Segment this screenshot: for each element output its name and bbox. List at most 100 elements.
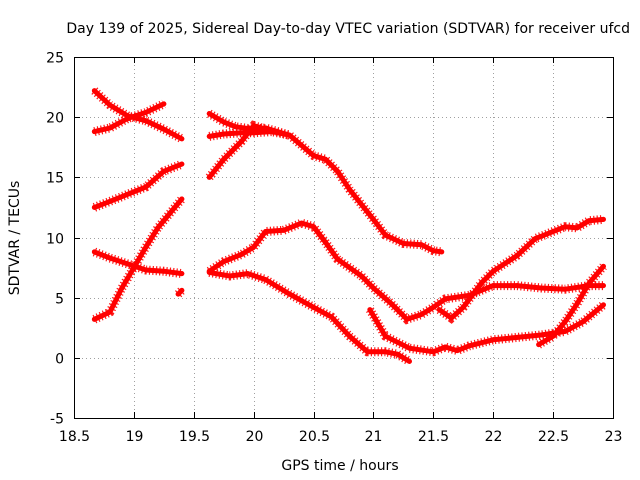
data-point <box>532 236 538 242</box>
data-point <box>370 216 376 222</box>
data-point <box>91 316 97 322</box>
data-point <box>382 333 388 339</box>
data-point <box>107 198 113 204</box>
data-point <box>161 101 167 107</box>
data-point <box>125 261 131 267</box>
data-point <box>436 307 442 313</box>
y-tick-label: 10 <box>46 232 64 248</box>
data-point <box>239 138 245 144</box>
series-arc-13 <box>436 214 606 324</box>
data-point <box>239 251 245 257</box>
series-layer <box>91 87 607 366</box>
data-point <box>574 301 580 307</box>
data-point <box>287 291 293 297</box>
data-point <box>263 126 269 132</box>
data-point <box>418 312 424 317</box>
data-point <box>514 334 520 340</box>
data-point <box>221 119 227 125</box>
data-point <box>125 191 131 197</box>
data-point <box>155 225 161 231</box>
series-arc-12 <box>366 301 607 357</box>
data-point <box>263 229 269 234</box>
series-markers <box>92 159 184 212</box>
data-point <box>448 315 454 321</box>
data-point <box>400 241 406 246</box>
data-point <box>311 304 317 310</box>
data-point <box>91 88 97 94</box>
data-point <box>233 124 239 130</box>
y-tick-label: 25 <box>46 51 64 67</box>
data-point <box>600 302 606 308</box>
data-point <box>221 156 227 162</box>
data-point <box>125 115 131 121</box>
data-point <box>466 343 472 349</box>
data-point <box>287 132 293 138</box>
data-point <box>574 225 580 231</box>
data-point <box>600 216 606 222</box>
series-arc-5 <box>91 196 186 324</box>
data-point <box>388 301 394 307</box>
data-point <box>206 111 212 117</box>
data-point <box>175 291 181 297</box>
x-tick-label: 18.5 <box>59 429 90 445</box>
data-point <box>460 304 466 310</box>
series-arc-10 <box>206 218 606 325</box>
series-markers <box>93 99 166 136</box>
data-point <box>454 348 460 354</box>
series-markers <box>208 267 412 366</box>
data-point <box>550 333 556 339</box>
data-point <box>91 249 97 255</box>
data-point <box>91 204 97 210</box>
data-point <box>221 259 227 265</box>
series-arc-11 <box>206 267 412 366</box>
data-point <box>580 319 586 325</box>
data-point <box>365 349 370 355</box>
series-markers <box>536 263 607 349</box>
x-tick-label: 19 <box>126 429 144 445</box>
data-point <box>514 283 520 289</box>
data-point <box>335 168 340 174</box>
data-point <box>406 358 412 364</box>
data-point <box>478 280 484 286</box>
data-point <box>359 273 364 279</box>
axis-ticks: 18.5 19 19.5 20 20.5 21 21.5 22 22.5 23 -5 0 5 10 15 20… <box>46 51 622 446</box>
data-point <box>382 232 388 238</box>
x-tick-label: 20 <box>246 429 264 445</box>
series-line <box>206 129 445 255</box>
y-axis-label: SDTVAR / TECUs <box>7 181 23 296</box>
data-point <box>119 285 125 291</box>
data-point <box>263 277 269 283</box>
data-point <box>251 130 257 136</box>
y-tick-label: 15 <box>46 171 64 187</box>
data-point <box>382 349 388 355</box>
data-point <box>404 316 410 322</box>
series-arc-2 <box>91 99 167 136</box>
x-tick-label: 23 <box>605 429 623 445</box>
data-point <box>311 224 317 230</box>
data-point <box>107 309 113 315</box>
x-axis-label: GPS time / hours <box>281 458 398 474</box>
data-point <box>562 224 568 230</box>
data-point <box>323 239 328 245</box>
data-point <box>206 269 212 275</box>
data-point <box>143 184 149 190</box>
data-point <box>430 304 436 310</box>
data-point <box>562 286 568 292</box>
y-tick-label: 20 <box>46 111 64 127</box>
y-tick-label: -5 <box>50 412 64 428</box>
data-point <box>442 296 448 302</box>
data-point <box>600 263 606 269</box>
data-point <box>544 231 550 237</box>
data-point <box>442 344 448 350</box>
data-point <box>329 314 334 320</box>
data-point <box>251 244 257 250</box>
x-tick-label: 21.5 <box>418 429 449 445</box>
data-point <box>245 271 251 277</box>
series-arc-6 <box>174 287 186 298</box>
data-point <box>586 218 592 224</box>
series-markers <box>366 301 607 357</box>
series-arc-3 <box>91 159 185 212</box>
data-point <box>107 255 113 261</box>
x-tick-label: 22 <box>485 429 503 445</box>
data-point <box>335 256 340 262</box>
